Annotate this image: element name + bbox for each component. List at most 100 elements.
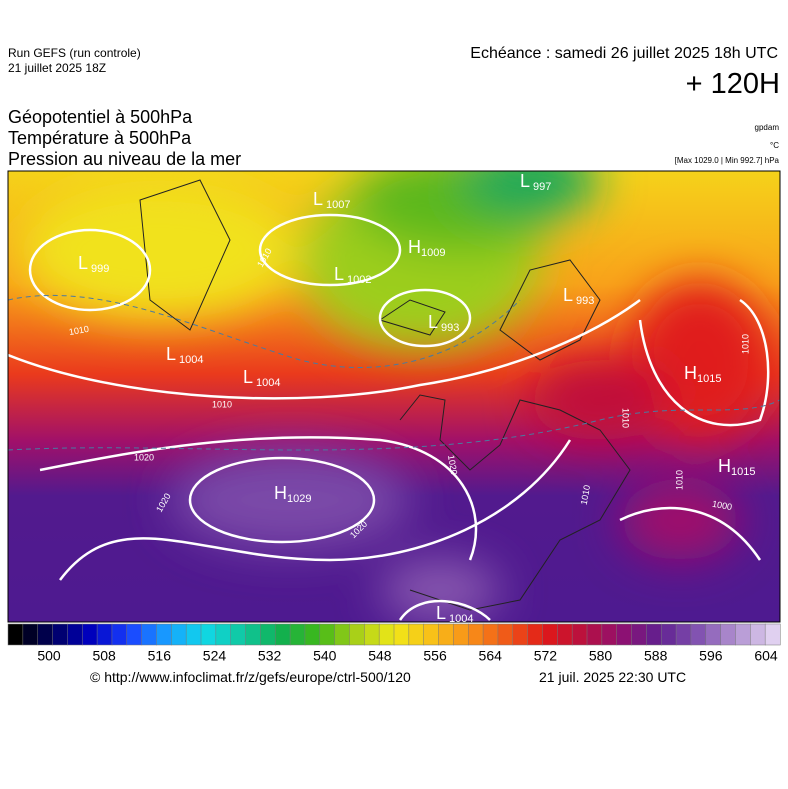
colorbar-swatch — [497, 623, 514, 646]
colorbar-swatch — [675, 623, 692, 646]
colorbar-swatch — [7, 623, 24, 646]
pressure-center-value: 1004 — [449, 613, 473, 625]
colorbar-swatch — [349, 623, 365, 646]
colorbar-swatch — [171, 623, 187, 646]
colorbar-swatch — [735, 623, 751, 646]
pressure-center-value: 1007 — [326, 199, 350, 211]
colorbar-tick-label: 532 — [258, 648, 282, 664]
colorbar-swatch — [185, 623, 202, 646]
lead-time: + 120H — [685, 68, 780, 100]
pressure-center-kind: L — [313, 189, 323, 209]
colorbar-swatch — [690, 623, 707, 646]
pressure-center-kind: H — [718, 456, 731, 476]
colorbar-swatch — [81, 623, 98, 646]
colorbar-swatch — [527, 623, 544, 646]
colorbar-swatch — [52, 623, 68, 646]
field-title: Température à 500hPa — [8, 128, 192, 148]
colorbar-swatch — [438, 623, 454, 646]
pressure-center-value: 997 — [533, 181, 551, 193]
colorbar-swatch — [750, 623, 766, 646]
pressure-center-kind: L — [428, 312, 438, 332]
colorbar-tick-label: 564 — [479, 648, 503, 664]
colorbar-swatch — [22, 623, 39, 646]
map-field — [8, 171, 780, 622]
colorbar-swatch — [200, 623, 217, 646]
created: 21 juil. 2025 22:30 UTC — [539, 669, 687, 685]
colorbar-swatch — [393, 623, 410, 646]
colorbar-swatch — [646, 623, 662, 646]
colorbar-swatch — [467, 623, 484, 646]
pressure-center-value: 1015 — [697, 373, 721, 385]
colorbar-swatch — [408, 623, 425, 646]
pressure-center-kind: H — [684, 363, 697, 383]
colorbar-tick-label: 596 — [699, 648, 723, 664]
run-date: 21 juillet 2025 18Z — [8, 61, 107, 75]
colorbar-tick-label: 548 — [368, 648, 392, 664]
isobar-label: 1000 — [711, 499, 732, 512]
colorbar-tick-label: 580 — [589, 648, 613, 664]
colorbar-swatch — [304, 623, 321, 646]
isobar-label: 1010 — [674, 470, 684, 490]
colorbar-swatch — [289, 623, 306, 646]
colorbar-swatch — [111, 623, 128, 646]
colorbar-swatch — [245, 623, 261, 646]
isobar-label: 1020 — [134, 452, 154, 462]
colorbar-tick-label: 516 — [148, 648, 172, 664]
colorbar-tick-label: 540 — [313, 648, 337, 664]
isobar-label: 1010 — [579, 484, 592, 505]
pressure-center-kind: L — [166, 344, 176, 364]
pressure-center-kind: L — [520, 171, 530, 191]
unit: °C — [770, 141, 779, 150]
colorbar-tick-label: 572 — [534, 648, 558, 664]
isobar-label: 1010 — [740, 334, 750, 354]
extremes: [Max 1029.0 | Min 992.7] hPa — [674, 156, 779, 165]
field-title: Pression au niveau de la mer — [8, 149, 242, 169]
colorbar-swatch — [378, 623, 395, 646]
colorbar-swatch — [274, 623, 291, 646]
source: © http://www.infoclimat.fr/z/gefs/europe… — [90, 669, 411, 685]
colorbar-swatch — [141, 623, 158, 646]
colorbar-swatch — [319, 623, 336, 646]
colorbar-swatch — [96, 623, 113, 646]
pressure-center-kind: L — [334, 264, 344, 284]
colorbar-swatch — [482, 623, 499, 646]
colorbar-tick-label: 508 — [92, 648, 116, 664]
colorbar-swatch — [720, 623, 737, 646]
pressure-center-value: 1004 — [256, 377, 280, 389]
pressure-center-value: 1015 — [731, 466, 755, 478]
run-name: Run GEFS (run controle) — [8, 46, 141, 60]
field-title: Géopotentiel à 500hPa — [8, 107, 193, 127]
colorbar-swatch — [571, 623, 588, 646]
valid-time: Echéance : samedi 26 juillet 2025 18h UT… — [470, 45, 778, 62]
pressure-center-value: 1004 — [179, 354, 203, 366]
colorbar-tick-label: 500 — [37, 648, 61, 664]
colorbar-swatch — [601, 623, 618, 646]
pressure-center-kind: H — [408, 237, 421, 257]
isobar-label: 1010 — [212, 399, 232, 409]
colorbar: 500 508 516 524 532 540 548 556 564 572 580 588 596 6… — [7, 623, 781, 664]
pressure-center-value: 993 — [576, 295, 594, 307]
pressure-center-value: 1029 — [287, 493, 311, 505]
pressure-center-kind: L — [243, 367, 253, 387]
colorbar-swatch — [631, 623, 647, 646]
colorbar-swatch — [126, 623, 143, 646]
colorbar-swatch — [453, 623, 469, 646]
colorbar-swatch — [616, 623, 633, 646]
colorbar-swatch — [215, 623, 232, 646]
colorbar-swatch — [230, 623, 247, 646]
colorbar-swatch — [423, 623, 440, 646]
pressure-center-value: 1002 — [347, 274, 371, 286]
colorbar-swatch — [512, 623, 529, 646]
isobar-label: 1020 — [446, 454, 459, 475]
colorbar-tick-label: 588 — [644, 648, 668, 664]
colorbar-swatch — [557, 623, 573, 646]
colorbar-swatch — [660, 623, 677, 646]
pressure-center-value: 1009 — [421, 247, 445, 259]
pressure-center-kind: L — [436, 603, 446, 623]
colorbar-swatch — [37, 623, 54, 646]
isobar-label: 1010 — [621, 408, 631, 428]
pressure-center-kind: H — [274, 483, 287, 503]
colorbar-swatch — [67, 623, 83, 646]
